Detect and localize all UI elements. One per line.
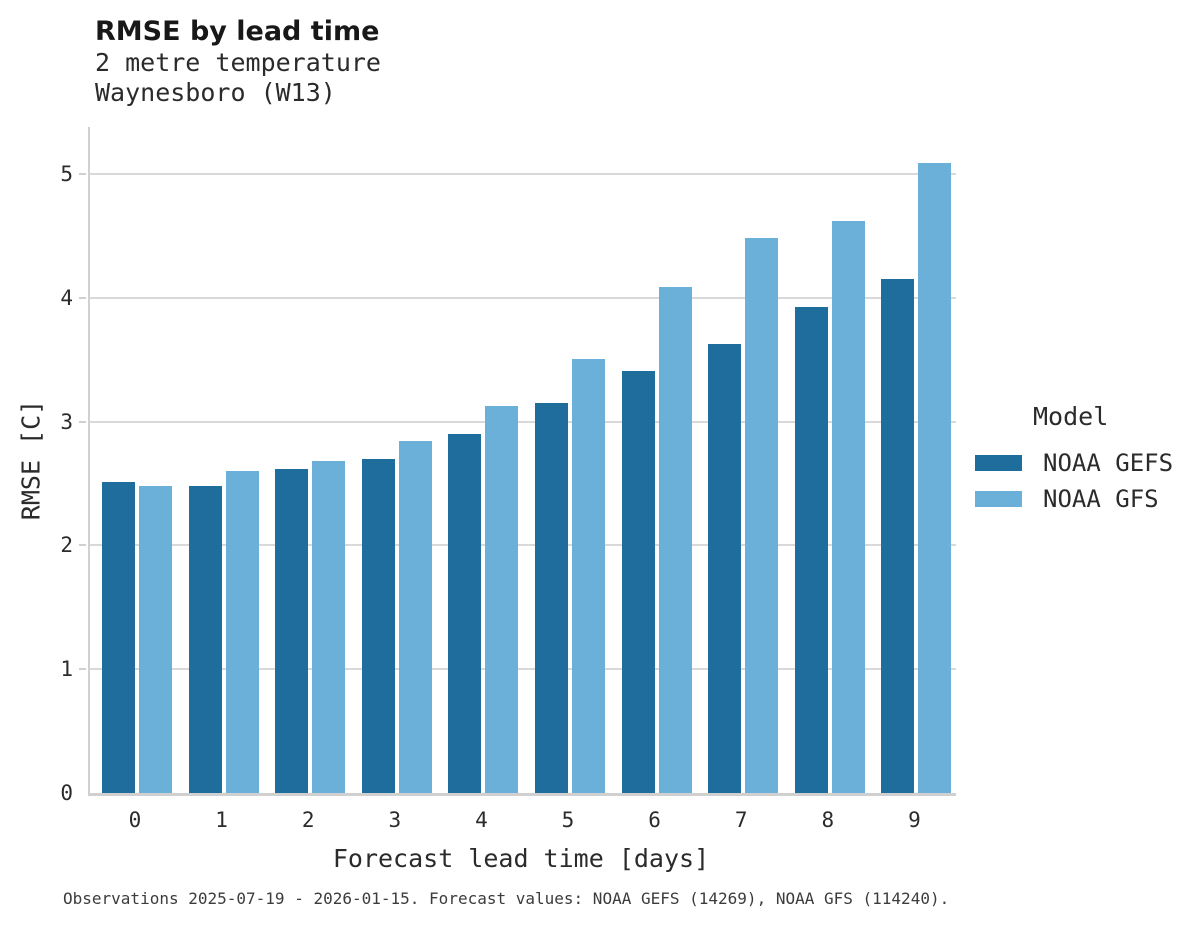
bar-noaa-gfs-lead5 [572, 358, 605, 793]
bar-noaa-gefs-lead1 [188, 486, 222, 793]
chart-header: RMSE by lead time 2 metre temperature Wa… [95, 16, 381, 108]
bar-noaa-gefs-lead5 [535, 403, 568, 793]
gridline-y5 [90, 173, 956, 176]
bar-noaa-gfs-lead2 [312, 461, 346, 793]
x-axis-title: Forecast lead time [days] [332, 844, 710, 873]
bar-noaa-gefs-lead9 [881, 279, 915, 793]
x-tick-label-3: 3 [388, 808, 402, 832]
bar-noaa-gfs-lead0 [139, 486, 172, 793]
y-tick-label-4: 4 [60, 285, 73, 310]
bar-noaa-gfs-lead9 [918, 162, 952, 793]
bar-noaa-gfs-lead7 [745, 238, 779, 793]
x-tick-label-1: 1 [215, 808, 228, 832]
bar-noaa-gfs-lead8 [831, 221, 865, 793]
legend-item-noaa-gfs: NOAA GFS [975, 481, 1173, 517]
x-tick-label-7: 7 [734, 808, 748, 832]
bar-noaa-gefs-lead2 [275, 468, 309, 793]
y-tick-label-5: 5 [60, 162, 73, 187]
y-tick-label-1: 1 [60, 657, 73, 682]
legend-swatch-noaa-gefs [975, 455, 1022, 471]
x-tick-label-5: 5 [561, 808, 575, 832]
gridline-y3 [90, 420, 956, 423]
caption: Observations 2025-07-19 - 2026-01-15. Fo… [63, 889, 950, 908]
chart-subtitle-station: Waynesboro (W13) [95, 78, 336, 107]
chart-title: RMSE by lead time [95, 16, 380, 47]
legend-swatch-noaa-gfs [975, 491, 1022, 507]
legend-label-noaa-gfs: NOAA GFS [1043, 485, 1159, 513]
y-tick-mark-2 [79, 544, 86, 547]
gridline-y1 [90, 668, 956, 671]
x-tick-label-0: 0 [128, 808, 142, 832]
x-tick-label-6: 6 [648, 808, 661, 832]
plot-area [79, 127, 956, 796]
y-tick-label-0: 0 [60, 781, 73, 805]
chart-subtitle-variable: 2 metre temperature [95, 48, 381, 77]
y-tick-label-3: 3 [60, 409, 73, 434]
bar-noaa-gefs-lead4 [448, 434, 482, 793]
bar-noaa-gefs-lead7 [708, 343, 742, 793]
y-tick-label-2: 2 [60, 533, 73, 558]
legend-label-noaa-gefs: NOAA GEFS [1043, 449, 1174, 477]
gridline-y2 [90, 544, 956, 547]
bar-noaa-gfs-lead3 [398, 441, 432, 793]
y-tick-mark-3 [79, 420, 86, 423]
bar-noaa-gfs-lead1 [225, 471, 259, 793]
bar-noaa-gfs-lead4 [485, 405, 519, 793]
x-tick-label-2: 2 [301, 808, 315, 832]
x-tick-label-4: 4 [475, 808, 488, 832]
bar-noaa-gefs-lead0 [102, 482, 135, 793]
legend-item-noaa-gefs: NOAA GEFS [975, 445, 1173, 481]
bar-noaa-gefs-lead3 [361, 458, 395, 793]
bar-noaa-gefs-lead6 [621, 370, 655, 793]
x-tick-label-8: 8 [821, 808, 835, 832]
gridline-y4 [90, 296, 956, 299]
bar-noaa-gfs-lead6 [658, 286, 692, 793]
legend: Model NOAA GEFS NOAA GFS [975, 402, 1173, 517]
legend-title: Model [1033, 402, 1109, 431]
y-tick-mark-5 [79, 173, 86, 176]
y-tick-mark-1 [79, 668, 86, 671]
x-tick-label-9: 9 [908, 808, 921, 832]
bar-noaa-gefs-lead8 [794, 306, 828, 793]
y-tick-mark-4 [79, 296, 86, 299]
